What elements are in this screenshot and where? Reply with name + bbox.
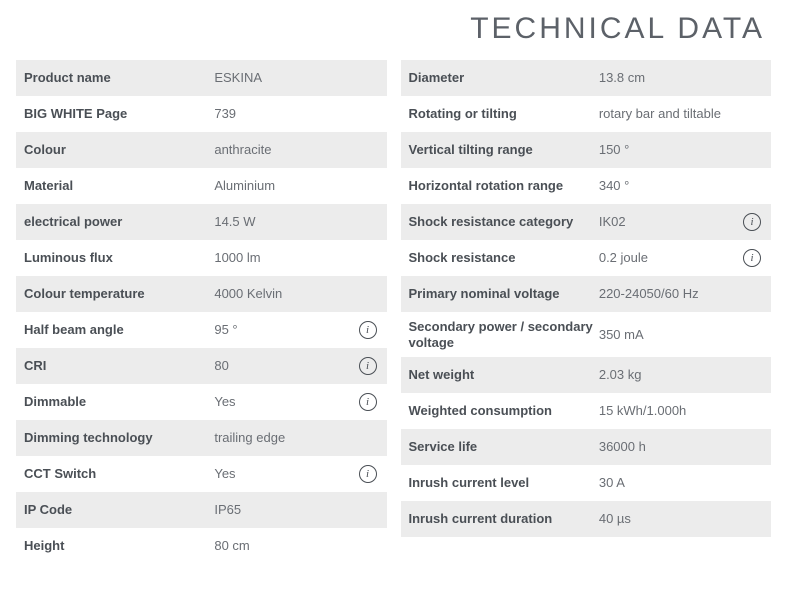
spec-value: 40 µs [599, 511, 739, 527]
info-icon[interactable]: i [359, 393, 377, 411]
spec-value: 350 mA [599, 327, 739, 343]
info-cell: i [739, 249, 761, 267]
spec-row: CRI80 i [16, 348, 387, 384]
spec-value: 150 ° [599, 142, 739, 158]
spec-label: Net weight [409, 367, 599, 383]
spec-label: electrical power [24, 214, 214, 230]
spec-row: MaterialAluminium [16, 168, 387, 204]
spec-value: 15 kWh/1.000h [599, 403, 739, 419]
technical-data-sheet: TECHNICAL DATA Product nameESKINABIG WHI… [0, 0, 787, 564]
page-title: TECHNICAL DATA [16, 12, 771, 46]
spec-column-left: Product nameESKINABIG WHITE Page739Colou… [16, 60, 387, 564]
spec-label: Service life [409, 439, 599, 455]
spec-row: Shock resistance categoryIK02i [401, 204, 772, 240]
spec-row: BIG WHITE Page739 [16, 96, 387, 132]
spec-row: Colouranthracite [16, 132, 387, 168]
info-cell: i [355, 393, 377, 411]
spec-row: Weighted consumption15 kWh/1.000h [401, 393, 772, 429]
info-cell: i [739, 213, 761, 231]
spec-value: Aluminium [214, 178, 354, 194]
info-icon[interactable]: i [743, 249, 761, 267]
spec-value: Yes [214, 394, 354, 410]
spec-label: CCT Switch [24, 466, 214, 482]
spec-columns: Product nameESKINABIG WHITE Page739Colou… [16, 60, 771, 564]
spec-value: rotary bar and tiltable [599, 106, 739, 122]
spec-row: electrical power14.5 W [16, 204, 387, 240]
spec-label: Luminous flux [24, 250, 214, 266]
spec-value: Yes [214, 466, 354, 482]
spec-row: Secondary power / secondary voltage350 m… [401, 312, 772, 357]
spec-row: Shock resistance0.2 joulei [401, 240, 772, 276]
info-cell: i [355, 465, 377, 483]
info-icon[interactable]: i [359, 357, 377, 375]
spec-label: Rotating or tilting [409, 106, 599, 122]
spec-label: Height [24, 538, 214, 554]
spec-label: Shock resistance [409, 250, 599, 266]
spec-label: Dimming technology [24, 430, 214, 446]
spec-value: 14.5 W [214, 214, 354, 230]
spec-label: Inrush current level [409, 475, 599, 491]
spec-row: IP CodeIP65 [16, 492, 387, 528]
spec-value: 739 [214, 106, 354, 122]
spec-row: Inrush current duration40 µs [401, 501, 772, 537]
spec-value: ESKINA [214, 70, 354, 86]
spec-label: Horizontal rotation range [409, 178, 599, 194]
spec-value: 13.8 cm [599, 70, 739, 86]
spec-label: Material [24, 178, 214, 194]
spec-value: IK02 [599, 214, 739, 230]
spec-label: Primary nominal voltage [409, 286, 599, 302]
spec-label: Dimmable [24, 394, 214, 410]
info-cell: i [355, 357, 377, 375]
spec-value: trailing edge [214, 430, 354, 446]
spec-row: Service life36000 h [401, 429, 772, 465]
spec-label: Product name [24, 70, 214, 86]
spec-row: Vertical tilting range150 ° [401, 132, 772, 168]
spec-value: 4000 Kelvin [214, 286, 354, 302]
spec-value: 0.2 joule [599, 250, 739, 266]
spec-column-right: Diameter13.8 cmRotating or tiltingrotary… [401, 60, 772, 564]
spec-label: BIG WHITE Page [24, 106, 214, 122]
spec-row: Primary nominal voltage220-24050/60 Hz [401, 276, 772, 312]
spec-row: Dimming technologytrailing edge [16, 420, 387, 456]
spec-row: DimmableYesi [16, 384, 387, 420]
spec-row: Half beam angle95 ° i [16, 312, 387, 348]
spec-row: Height80 cm [16, 528, 387, 564]
spec-value: IP65 [214, 502, 354, 518]
spec-label: Shock resistance category [409, 214, 599, 230]
spec-row: Colour temperature4000 Kelvin [16, 276, 387, 312]
spec-value: 220-24050/60 Hz [599, 286, 739, 302]
spec-value: 1000 lm [214, 250, 354, 266]
spec-row: Inrush current level30 A [401, 465, 772, 501]
spec-label: IP Code [24, 502, 214, 518]
spec-value: 80 [214, 358, 354, 374]
spec-row: Luminous flux1000 lm [16, 240, 387, 276]
spec-label: Colour [24, 142, 214, 158]
spec-row: CCT SwitchYesi [16, 456, 387, 492]
spec-label: Weighted consumption [409, 403, 599, 419]
spec-row: Rotating or tiltingrotary bar and tiltab… [401, 96, 772, 132]
spec-label: Diameter [409, 70, 599, 86]
spec-value: 36000 h [599, 439, 739, 455]
spec-value: 30 A [599, 475, 739, 491]
spec-label: Inrush current duration [409, 511, 599, 527]
spec-label: CRI [24, 358, 214, 374]
spec-label: Half beam angle [24, 322, 214, 338]
info-cell: i [355, 321, 377, 339]
spec-label: Vertical tilting range [409, 142, 599, 158]
spec-value: 95 ° [214, 322, 354, 338]
info-icon[interactable]: i [359, 465, 377, 483]
info-icon[interactable]: i [359, 321, 377, 339]
spec-row: Diameter13.8 cm [401, 60, 772, 96]
spec-row: Product nameESKINA [16, 60, 387, 96]
spec-row: Net weight2.03 kg [401, 357, 772, 393]
spec-value: 340 ° [599, 178, 739, 194]
spec-row: Horizontal rotation range340 ° [401, 168, 772, 204]
spec-value: 2.03 kg [599, 367, 739, 383]
info-icon[interactable]: i [743, 213, 761, 231]
spec-value: anthracite [214, 142, 354, 158]
spec-label: Colour temperature [24, 286, 214, 302]
spec-value: 80 cm [214, 538, 354, 554]
spec-label: Secondary power / secondary voltage [409, 319, 599, 350]
